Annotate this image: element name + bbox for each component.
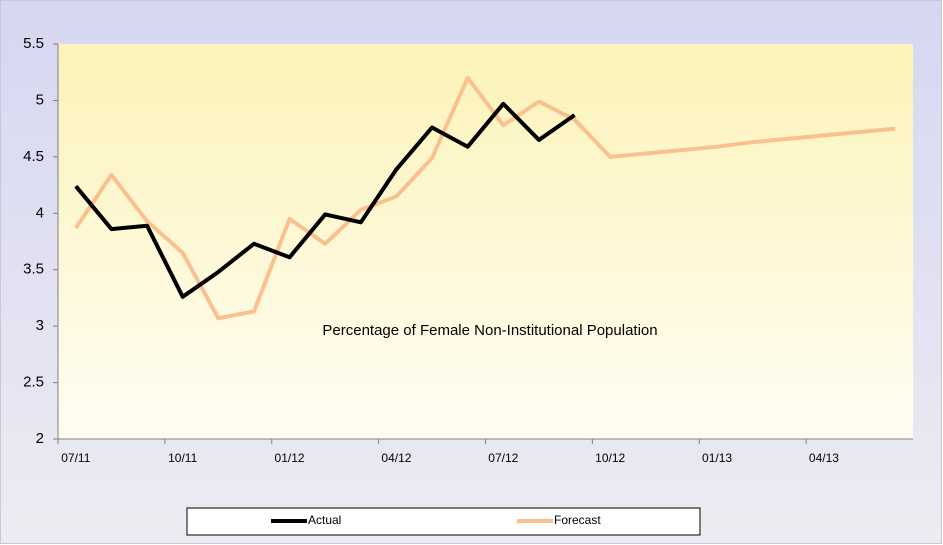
x-tick-label: 07/12 [488, 451, 518, 465]
legend-label: Forecast [554, 513, 601, 527]
y-tick-label: 2 [36, 430, 44, 447]
y-tick-label: 4 [36, 204, 44, 221]
y-tick-label: 3.5 [23, 261, 44, 278]
y-tick-label: 5.5 [23, 35, 44, 52]
legend [186, 507, 701, 536]
x-tick-label: 04/13 [809, 451, 839, 465]
x-tick-label: 01/12 [275, 451, 305, 465]
chart-title: Percentage of Female Non-Institutional P… [322, 322, 657, 339]
x-tick-label: 07/11 [61, 451, 90, 465]
series-line [74, 101, 576, 299]
x-tick-label: 01/13 [702, 451, 732, 465]
legend-label: Actual [308, 513, 341, 527]
x-tick-label: 10/11 [168, 451, 197, 465]
y-tick-label: 2.5 [23, 374, 44, 391]
y-tick-label: 5 [36, 91, 44, 108]
x-tick-label: 10/12 [595, 451, 625, 465]
y-tick-label: 3 [36, 317, 44, 334]
x-tick-label: 04/12 [381, 451, 411, 465]
series-line [74, 75, 896, 321]
plot-area [58, 44, 913, 439]
y-tick-label: 4.5 [23, 148, 44, 165]
